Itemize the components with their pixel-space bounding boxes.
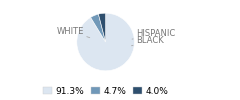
Text: WHITE: WHITE bbox=[57, 27, 90, 38]
Text: HISPANIC: HISPANIC bbox=[132, 29, 175, 39]
Legend: 91.3%, 4.7%, 4.0%: 91.3%, 4.7%, 4.0% bbox=[42, 86, 169, 96]
Wedge shape bbox=[91, 14, 106, 42]
Wedge shape bbox=[77, 13, 134, 71]
Wedge shape bbox=[98, 13, 106, 42]
Text: BLACK: BLACK bbox=[132, 36, 164, 46]
